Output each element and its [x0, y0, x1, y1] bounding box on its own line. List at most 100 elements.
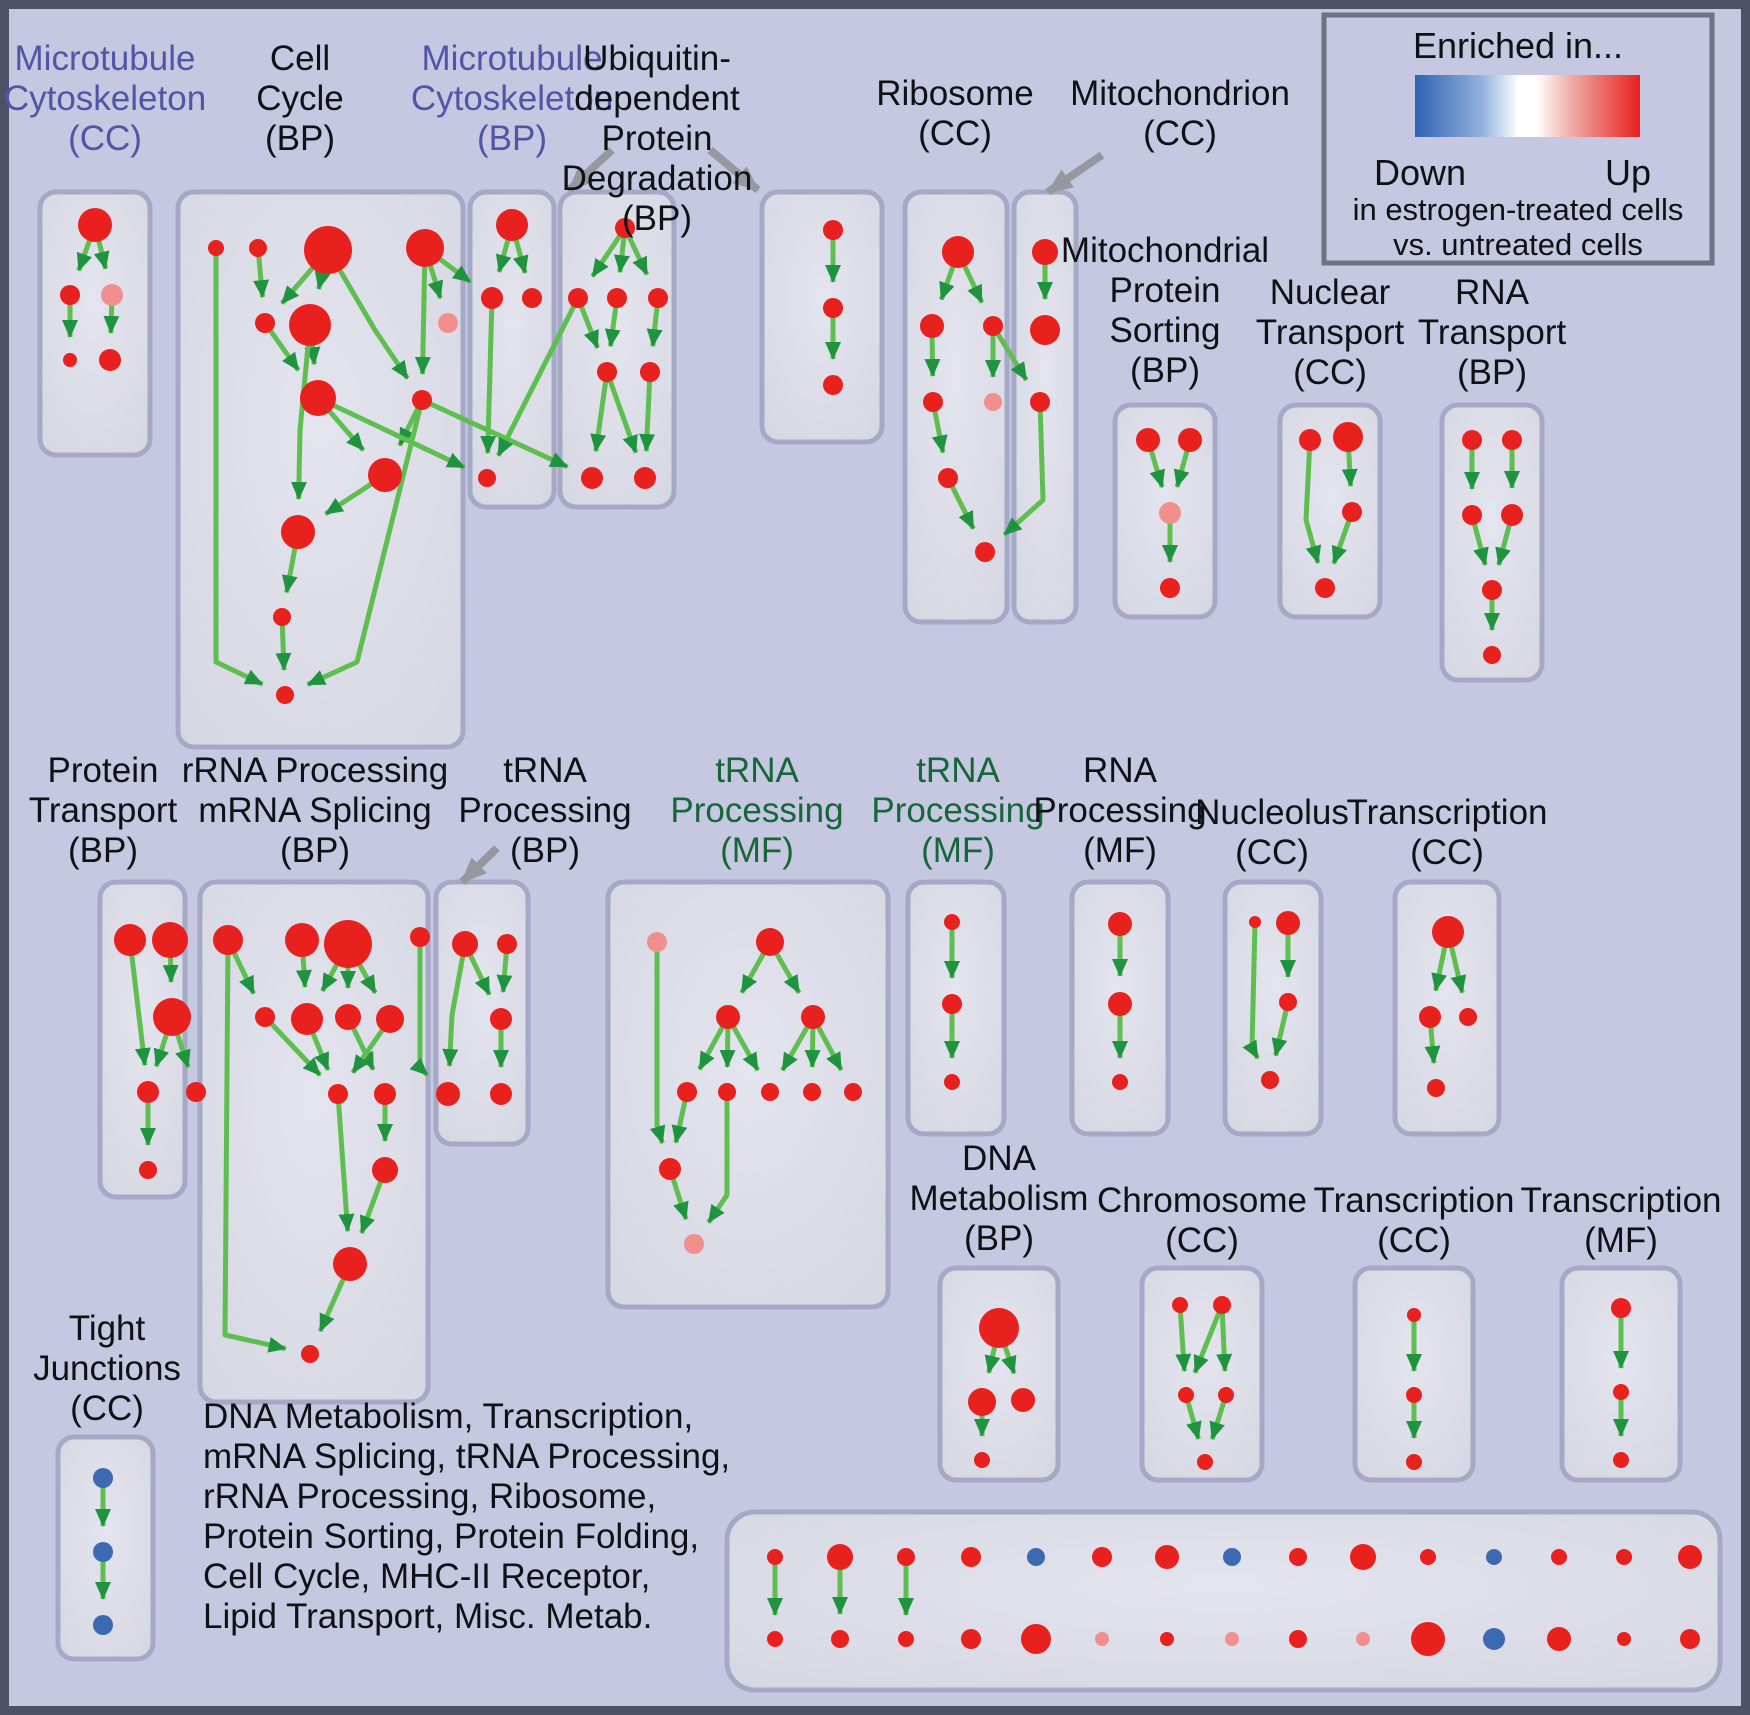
go-term-node	[1356, 1632, 1370, 1646]
legend-box	[1321, 12, 1715, 266]
go-term-node	[659, 1158, 681, 1180]
go-term-node	[961, 1629, 981, 1649]
legend-down-label: Down	[1374, 152, 1466, 193]
relation-edge	[316, 395, 466, 470]
transcription-cc-bot-box	[1352, 1265, 1476, 1483]
nucleolus-label: Nucleolus	[1195, 793, 1349, 832]
go-term-node	[1427, 1079, 1445, 1097]
go-term-node	[1112, 1074, 1128, 1090]
go-term-node	[1197, 1454, 1213, 1470]
rna-proc-mf-label: Processing	[1033, 791, 1206, 830]
go-term-node	[1502, 430, 1522, 450]
go-term-node	[497, 934, 517, 954]
go-term-node	[304, 226, 352, 274]
misc-clusters-note: Lipid Transport, Misc. Metab.	[203, 1597, 652, 1636]
microtubule-cc-label: Cytoskeleton	[4, 79, 206, 118]
go-term-node	[1315, 578, 1335, 598]
rrna-label: rRNA Processing	[182, 751, 448, 790]
rna-transport-label: (BP)	[1457, 353, 1527, 392]
legend-title: Enriched in...	[1413, 25, 1623, 66]
relation-edge	[325, 248, 410, 380]
go-term-node	[255, 1007, 275, 1027]
go-term-node	[1462, 505, 1482, 525]
go-term-node	[1027, 1548, 1045, 1566]
go-term-node	[1547, 1627, 1571, 1651]
relation-edge	[480, 297, 497, 455]
go-term-node	[1432, 916, 1464, 948]
go-term-node	[1462, 430, 1482, 450]
go-term-node	[153, 998, 191, 1036]
nodes	[60, 75, 1702, 1656]
go-term-node	[374, 1083, 396, 1105]
relation-edge	[649, 942, 666, 1145]
microtubule-cc-label: (CC)	[68, 119, 142, 158]
go-term-node	[1108, 992, 1132, 1016]
go-term-node	[139, 1161, 157, 1179]
go-term-node	[581, 467, 603, 489]
go-term-node	[496, 209, 528, 241]
go-term-node	[412, 390, 432, 410]
legend-caption: vs. untreated cells	[1393, 227, 1643, 262]
go-term-node	[1213, 1296, 1231, 1314]
transcription-mf-label: Transcription	[1521, 1181, 1722, 1220]
go-term-node	[1420, 1549, 1436, 1565]
relation-edge	[306, 399, 425, 687]
go-term-node	[961, 1547, 981, 1567]
go-term-node	[481, 287, 503, 309]
go-term-node	[478, 469, 496, 487]
go-term-node	[1249, 916, 1261, 928]
relation-edge	[420, 397, 569, 470]
go-term-node	[78, 208, 112, 242]
relation-edge	[1002, 401, 1046, 537]
transcription-cc-mid-box	[1392, 879, 1502, 1137]
go-term-node	[597, 362, 617, 382]
go-term-node	[208, 240, 224, 256]
relation-edge	[496, 296, 581, 457]
go-term-node	[137, 1081, 159, 1103]
go-term-node	[640, 362, 660, 382]
misc-clusters-note: Protein Sorting, Protein Folding,	[203, 1517, 699, 1556]
go-term-node	[898, 1631, 914, 1647]
go-term-node	[93, 1468, 113, 1488]
go-term-node	[93, 1615, 113, 1635]
go-term-node	[1406, 1454, 1422, 1470]
go-term-node	[335, 1004, 361, 1030]
go-term-node	[281, 515, 315, 549]
annotation-arrow	[459, 845, 500, 885]
ubiquitin-label: Ubiquitin-	[583, 39, 731, 78]
go-term-node	[522, 288, 542, 308]
relation-edge	[442, 943, 468, 1068]
go-term-node	[301, 1345, 319, 1363]
rrna-box	[197, 879, 431, 1405]
go-term-node	[289, 304, 331, 346]
protein-transport-label: Transport	[29, 791, 178, 830]
go-term-node	[376, 1005, 404, 1033]
legend-caption: in estrogen-treated cells	[1353, 192, 1684, 227]
go-term-node	[1178, 428, 1202, 452]
go-term-node	[328, 1084, 348, 1104]
go-term-node	[1459, 1008, 1477, 1026]
go-term-node	[1342, 502, 1362, 522]
nucleolus-box	[1222, 879, 1324, 1137]
go-term-node	[114, 924, 146, 956]
go-term-node	[801, 1005, 825, 1029]
mito-sorting-label: (BP)	[1130, 351, 1200, 390]
go-term-node	[1136, 428, 1160, 452]
nucleolus-label: (CC)	[1235, 833, 1309, 872]
go-term-node	[767, 1631, 783, 1647]
dna-metabolism-label: Metabolism	[910, 1179, 1089, 1218]
dna-metabolism-label: DNA	[962, 1139, 1037, 1178]
relation-edge	[706, 1092, 730, 1224]
transcription-cc-mid-label: (CC)	[1410, 833, 1484, 872]
go-term-node	[1108, 912, 1132, 936]
rrna-label: (BP)	[280, 831, 350, 870]
ubiquitin-label: Protein	[602, 119, 713, 158]
rrna-label: mRNA Splicing	[198, 791, 431, 830]
nuclear-transport-label: Nuclear	[1270, 273, 1391, 312]
microtubule-cc-label: Microtubule	[15, 39, 196, 78]
trna-mf-2-label: tRNA	[916, 751, 1000, 790]
go-term-node	[368, 458, 402, 492]
misc-clusters-note: rRNA Processing, Ribosome,	[203, 1477, 656, 1516]
go-term-node	[1333, 422, 1363, 452]
go-term-node	[1299, 429, 1321, 451]
